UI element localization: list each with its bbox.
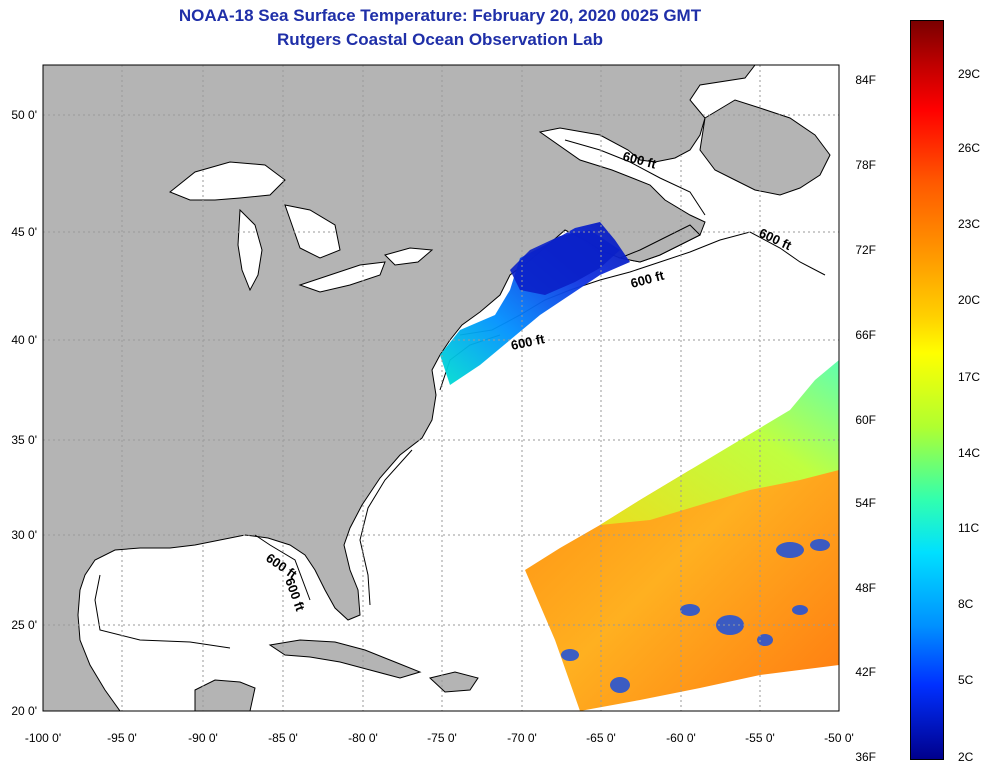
colorbar-f-label: 54F <box>855 496 876 510</box>
map-title: NOAA-18 Sea Surface Temperature: Februar… <box>178 6 702 25</box>
colorbar-f-label: 42F <box>855 665 876 679</box>
lon-tick-label: -60 0' <box>666 731 696 745</box>
colorbar-f-label: 78F <box>855 158 876 172</box>
colorbar-f-label: 66F <box>855 328 876 342</box>
latitude-labels: 50 0' 45 0' 40 0' 35 0' 30 0' 25 0' 20 0' <box>11 108 37 718</box>
colorbar-c-label: 11C <box>958 521 980 535</box>
temperature-colorbar <box>910 20 944 760</box>
lon-tick-label: -70 0' <box>507 731 537 745</box>
colorbar-c-label: 26C <box>958 141 981 155</box>
lon-tick-label: -75 0' <box>427 731 457 745</box>
sst-gulf-of-maine <box>510 230 620 295</box>
lat-tick-label: 25 0' <box>11 618 37 632</box>
map-subtitle: Rutgers Coastal Ocean Observation Lab <box>277 30 603 49</box>
colorbar-c-label: 8C <box>958 597 974 611</box>
lon-tick-label: -85 0' <box>268 731 298 745</box>
colorbar-f-label: 72F <box>855 243 876 257</box>
lon-tick-label: -65 0' <box>586 731 616 745</box>
lat-tick-label: 35 0' <box>11 433 37 447</box>
colorbar-c-label: 14C <box>958 446 981 460</box>
colorbar-c-label: 17C <box>958 370 981 384</box>
lat-tick-label: 50 0' <box>11 108 37 122</box>
colorbar-f-label: 84F <box>855 73 876 87</box>
lon-tick-label: -95 0' <box>107 731 137 745</box>
lat-tick-label: 20 0' <box>11 704 37 718</box>
lat-tick-label: 30 0' <box>11 528 37 542</box>
lon-tick-label: -90 0' <box>188 731 218 745</box>
sst-offshore-swath-north <box>600 360 839 525</box>
lat-tick-label: 45 0' <box>11 225 37 239</box>
land-newfoundland <box>699 99 831 196</box>
lat-tick-label: 40 0' <box>11 333 37 347</box>
lon-tick-label: -50 0' <box>824 731 854 745</box>
map-frame <box>42 64 840 712</box>
colorbar-f-label: 48F <box>855 581 876 595</box>
colorbar-c-label: 29C <box>958 67 981 81</box>
colorbar-f-label: 60F <box>855 413 876 427</box>
land-cuba <box>268 639 422 679</box>
longitude-labels: -100 0' -95 0' -90 0' -85 0' -80 0' -75 0' -70… <box>25 731 854 745</box>
lon-tick-label: -55 0' <box>745 731 775 745</box>
lon-tick-label: -100 0' <box>25 731 61 745</box>
land-north-america <box>42 64 757 712</box>
contour-label: 600 ft <box>510 331 547 353</box>
colorbar-c-label: 23C <box>958 217 981 231</box>
colorbar-c-label: 2C <box>958 750 974 764</box>
colorbar-c-label: 5C <box>958 673 974 687</box>
land-nova-scotia <box>618 224 701 263</box>
lon-tick-label: -80 0' <box>348 731 378 745</box>
colorbar-c-label: 20C <box>958 293 981 307</box>
colorbar-f-label: 36F <box>855 750 876 764</box>
great-lakes <box>0 0 434 293</box>
